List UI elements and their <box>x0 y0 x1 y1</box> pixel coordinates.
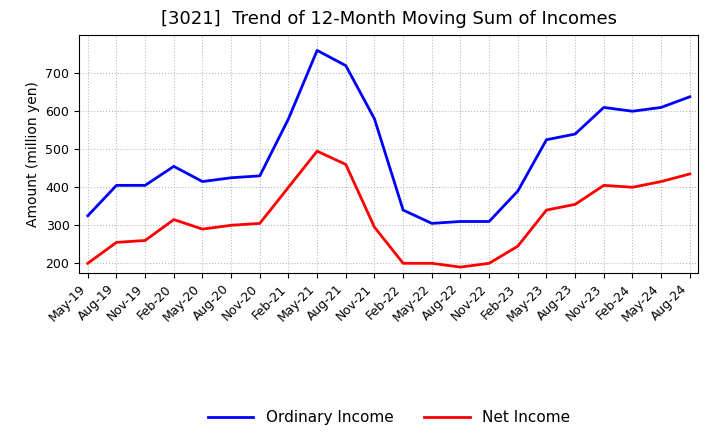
Ordinary Income <box>456 219 465 224</box>
Net Income <box>513 244 522 249</box>
Ordinary Income <box>399 207 408 213</box>
Net Income <box>542 207 551 213</box>
Ordinary Income <box>256 173 264 179</box>
Net Income <box>341 162 350 167</box>
Net Income <box>370 224 379 230</box>
Ordinary Income <box>571 132 580 137</box>
Legend: Ordinary Income, Net Income: Ordinary Income, Net Income <box>202 404 576 431</box>
Line: Ordinary Income: Ordinary Income <box>88 51 690 224</box>
Net Income <box>428 260 436 266</box>
Ordinary Income <box>685 94 694 99</box>
Ordinary Income <box>112 183 121 188</box>
Net Income <box>312 149 321 154</box>
Ordinary Income <box>513 188 522 194</box>
Y-axis label: Amount (million yen): Amount (million yen) <box>26 81 40 227</box>
Ordinary Income <box>657 105 665 110</box>
Net Income <box>399 260 408 266</box>
Net Income <box>141 238 150 243</box>
Ordinary Income <box>141 183 150 188</box>
Ordinary Income <box>428 221 436 226</box>
Net Income <box>485 260 493 266</box>
Net Income <box>685 171 694 176</box>
Net Income <box>571 202 580 207</box>
Ordinary Income <box>628 109 636 114</box>
Net Income <box>284 185 293 190</box>
Ordinary Income <box>284 116 293 121</box>
Ordinary Income <box>198 179 207 184</box>
Net Income <box>227 223 235 228</box>
Net Income <box>456 264 465 270</box>
Ordinary Income <box>370 116 379 121</box>
Ordinary Income <box>312 48 321 53</box>
Net Income <box>84 260 92 266</box>
Net Income <box>600 183 608 188</box>
Ordinary Income <box>169 164 178 169</box>
Net Income <box>657 179 665 184</box>
Ordinary Income <box>600 105 608 110</box>
Net Income <box>256 221 264 226</box>
Net Income <box>112 240 121 245</box>
Ordinary Income <box>341 63 350 68</box>
Net Income <box>628 185 636 190</box>
Ordinary Income <box>84 213 92 218</box>
Ordinary Income <box>485 219 493 224</box>
Ordinary Income <box>542 137 551 143</box>
Net Income <box>169 217 178 222</box>
Net Income <box>198 227 207 232</box>
Line: Net Income: Net Income <box>88 151 690 267</box>
Ordinary Income <box>227 175 235 180</box>
Title: [3021]  Trend of 12-Month Moving Sum of Incomes: [3021] Trend of 12-Month Moving Sum of I… <box>161 10 617 28</box>
